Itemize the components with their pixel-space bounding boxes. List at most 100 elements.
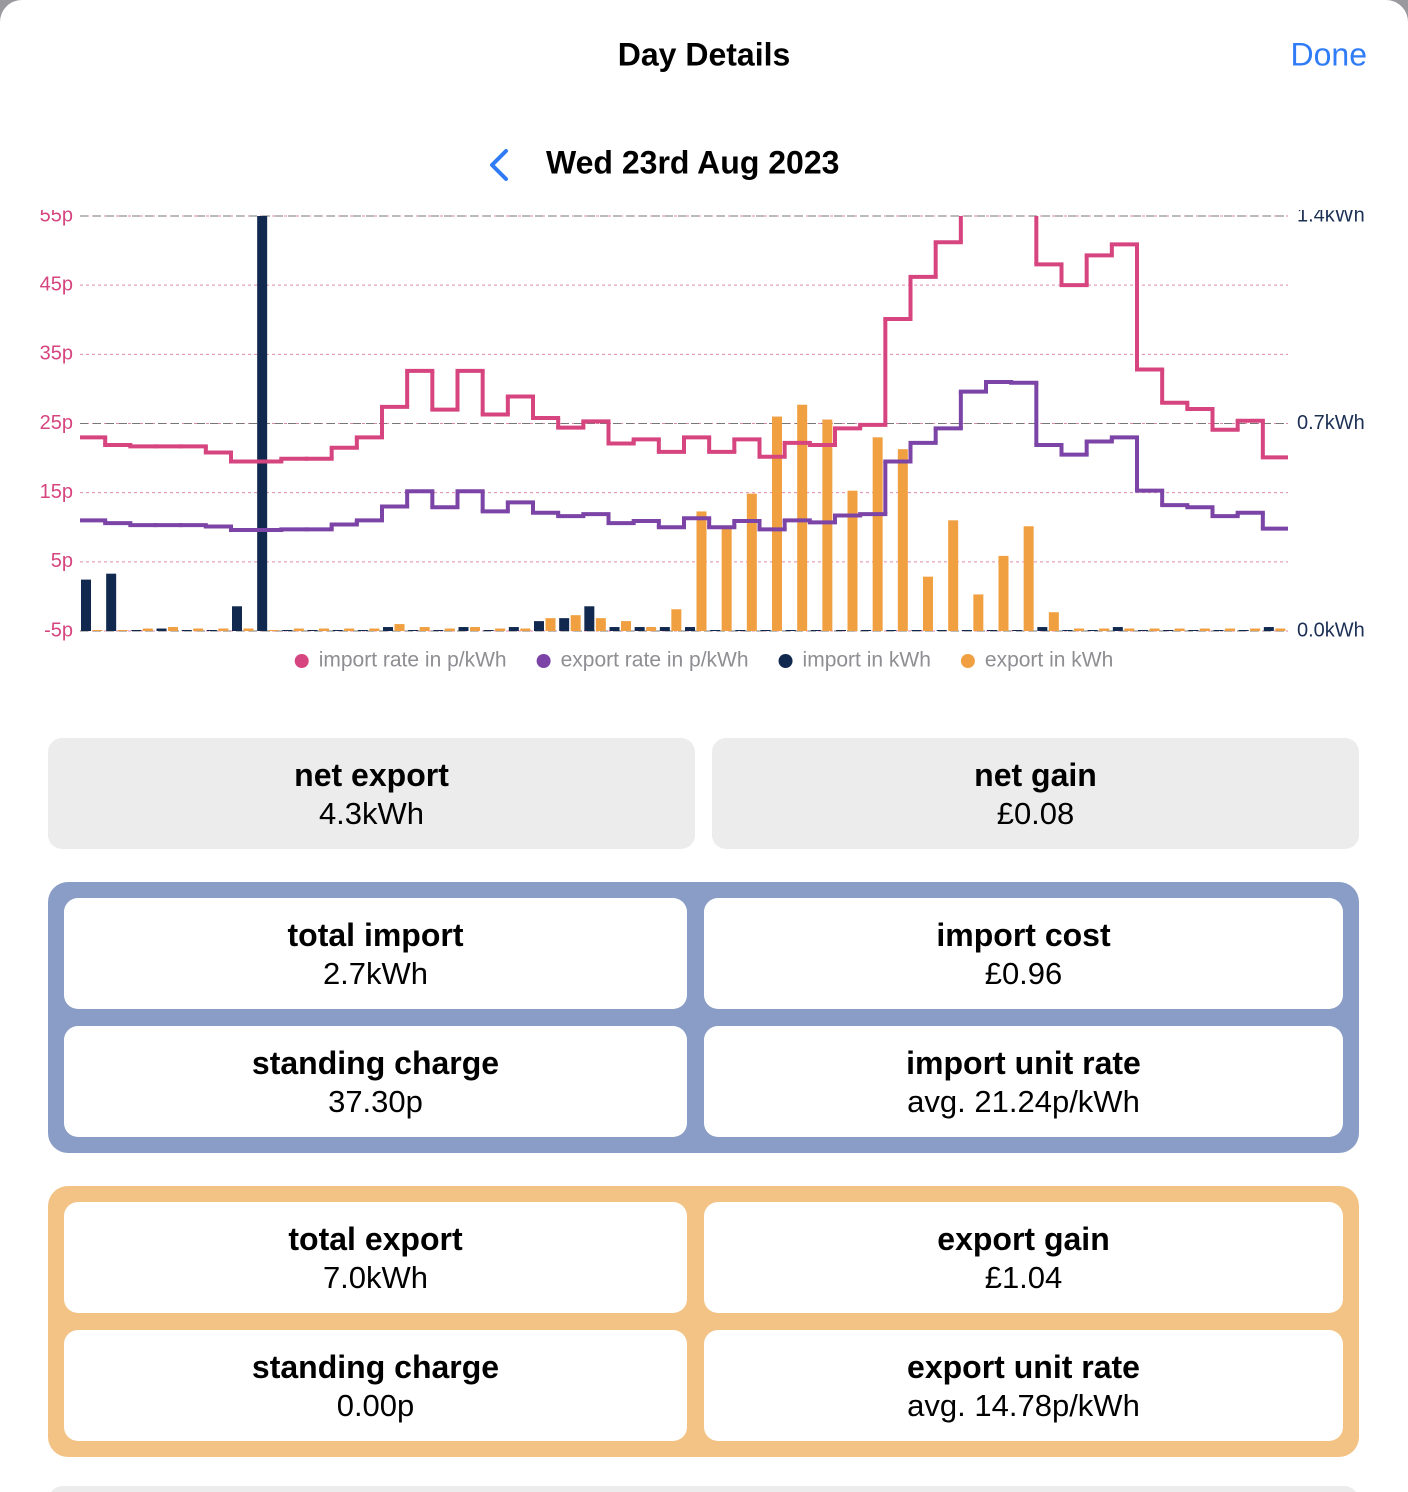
bar bbox=[961, 630, 972, 631]
legend-label: import in kWh bbox=[803, 649, 931, 672]
bar bbox=[861, 630, 872, 631]
bar bbox=[1275, 628, 1286, 631]
bar bbox=[1023, 526, 1034, 631]
bar bbox=[634, 627, 645, 631]
bar bbox=[671, 609, 682, 631]
bar bbox=[181, 630, 192, 631]
card-label: import cost bbox=[936, 916, 1111, 953]
bar bbox=[168, 627, 178, 631]
bar bbox=[131, 630, 142, 631]
bar bbox=[357, 630, 368, 631]
legend-label: export in kWh bbox=[985, 649, 1113, 672]
legend-marker bbox=[536, 654, 551, 668]
legend-label: import rate in p/kWh bbox=[319, 649, 507, 672]
bar bbox=[646, 627, 657, 631]
bar bbox=[232, 606, 242, 631]
bar bbox=[243, 628, 254, 631]
bar bbox=[117, 630, 128, 631]
title: Day Details bbox=[618, 36, 791, 72]
bar bbox=[721, 526, 732, 631]
legend-marker bbox=[960, 654, 975, 668]
card-value: avg. 21.24p/kWh bbox=[907, 1083, 1140, 1119]
bar bbox=[344, 628, 355, 631]
bar bbox=[936, 630, 947, 631]
bar bbox=[1012, 630, 1023, 631]
bar bbox=[1087, 630, 1098, 631]
bar bbox=[332, 630, 343, 631]
card-label: export unit rate bbox=[907, 1348, 1140, 1385]
bar bbox=[383, 627, 393, 631]
legend-label: export rate in p/kWh bbox=[561, 649, 749, 672]
bar bbox=[218, 628, 229, 631]
bar bbox=[1188, 630, 1199, 631]
card: total import 2.7kWh bbox=[64, 898, 687, 1009]
card: standing charge 37.30p bbox=[64, 1026, 687, 1137]
legend-marker bbox=[294, 654, 309, 668]
bar bbox=[559, 618, 570, 631]
card: export gain £1.04 bbox=[704, 1202, 1343, 1313]
bar bbox=[872, 437, 883, 631]
card-label: export gain bbox=[937, 1220, 1110, 1257]
bar bbox=[570, 615, 581, 631]
bar bbox=[369, 628, 380, 631]
y-tick-label: -5p bbox=[44, 619, 73, 641]
bar bbox=[408, 630, 419, 631]
bar bbox=[595, 618, 606, 631]
bar bbox=[534, 621, 544, 631]
bar bbox=[1037, 627, 1048, 631]
bar bbox=[822, 419, 833, 631]
card-label: total export bbox=[288, 1220, 463, 1257]
card: export unit rate avg. 14.78p/kWh bbox=[704, 1330, 1343, 1441]
y-tick-label: 45p bbox=[40, 273, 73, 295]
bar bbox=[1213, 630, 1224, 631]
y2-tick-label: 0.7kWh bbox=[1297, 412, 1365, 434]
bar bbox=[92, 630, 103, 631]
y-tick-label: 35p bbox=[40, 343, 73, 365]
bar bbox=[746, 493, 757, 631]
done-button[interactable]: Done bbox=[1291, 36, 1368, 72]
bar bbox=[433, 630, 444, 631]
axis-labels: -5p 5p 15p 25p 35p 45p 55p 0.0kWh 0.7kWh 1.4kWh bbox=[40, 204, 1365, 641]
bar bbox=[319, 628, 329, 631]
card-value: £1.04 bbox=[984, 1259, 1063, 1295]
next-card bbox=[48, 1486, 1359, 1492]
bar bbox=[735, 630, 746, 631]
bar bbox=[810, 630, 821, 631]
card-label: total import bbox=[287, 916, 464, 953]
bar bbox=[621, 621, 631, 631]
bar bbox=[760, 630, 771, 631]
bar bbox=[1250, 628, 1261, 631]
bar bbox=[520, 628, 531, 631]
card-label: standing charge bbox=[251, 1044, 500, 1081]
bar bbox=[1062, 630, 1073, 631]
bar bbox=[584, 606, 595, 631]
bar bbox=[1099, 628, 1110, 631]
bar bbox=[987, 630, 997, 631]
bar bbox=[1048, 612, 1059, 631]
bar bbox=[973, 594, 984, 631]
card-value: £0.08 bbox=[996, 795, 1075, 831]
bar bbox=[470, 627, 480, 631]
bar bbox=[923, 576, 933, 631]
bar bbox=[419, 627, 430, 631]
bar bbox=[1238, 630, 1249, 631]
chart: Day Details Done Wed 23rd Aug 2023 -5p 5p… bbox=[40, 36, 1368, 672]
legend-marker bbox=[778, 654, 793, 668]
back-button[interactable] bbox=[490, 149, 508, 181]
bar bbox=[282, 630, 293, 631]
bar bbox=[886, 630, 897, 631]
bar bbox=[685, 627, 695, 631]
net-export-card: net export 4.3kWh bbox=[48, 738, 695, 849]
card: import unit rate avg. 21.24p/kWh bbox=[704, 1026, 1343, 1137]
card: standing charge 0.00p bbox=[64, 1330, 687, 1441]
bar bbox=[293, 628, 304, 631]
net-gain-card: net gain £0.08 bbox=[712, 738, 1359, 849]
card-value: avg. 14.78p/kWh bbox=[907, 1387, 1140, 1423]
date: Wed 23rd Aug 2023 bbox=[546, 144, 839, 180]
y-tick-label: 55p bbox=[40, 204, 73, 226]
y-tick-label: 15p bbox=[40, 481, 73, 503]
bar bbox=[1112, 627, 1123, 631]
bar bbox=[710, 630, 721, 631]
card-value: 7.0kWh bbox=[322, 1259, 429, 1295]
